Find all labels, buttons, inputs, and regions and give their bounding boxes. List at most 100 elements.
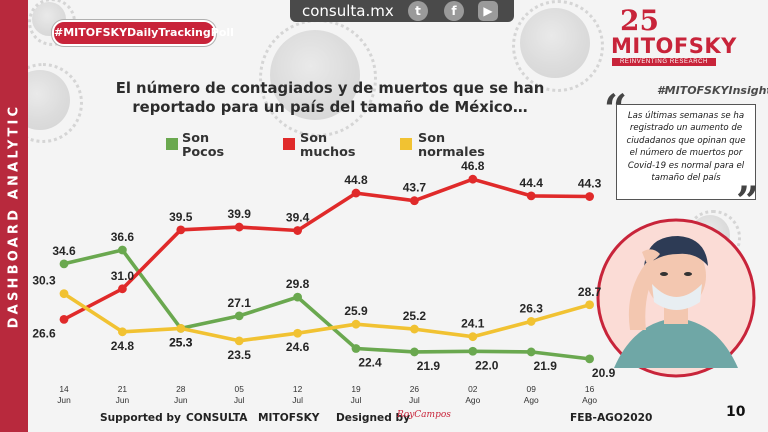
brand-logo: MITOFSKY	[611, 34, 737, 58]
site-link[interactable]: consulta.mx	[302, 2, 394, 20]
x-tick-day: 26	[410, 384, 420, 394]
data-point-muchos	[585, 192, 594, 201]
data-label-pocos: 21.9	[534, 359, 558, 373]
close-quote-icon: ”	[736, 178, 760, 225]
data-point-muchos	[351, 188, 361, 198]
x-tick-month: Jul	[409, 395, 420, 405]
youtube-icon[interactable]: ▶	[478, 1, 498, 21]
supported-by-label: Supported by	[100, 412, 181, 424]
data-point-muchos	[118, 284, 127, 294]
twitter-icon[interactable]: t	[408, 1, 428, 21]
data-point-normales	[176, 323, 186, 333]
insight-box: Las últimas semanas se ha registrado un …	[616, 104, 756, 200]
daily-tracking-poll-badge: #MITOFSKYDailyTrackingPoll	[52, 20, 234, 46]
x-tick-month: Jul	[351, 395, 362, 405]
data-label-normales: 23.5	[228, 348, 252, 362]
period-label: FEB-AGO2020	[570, 412, 653, 424]
insight-tag: #MITOFSKYInsight	[657, 84, 768, 97]
data-label-normales: 30.3	[32, 274, 56, 288]
data-point-normales	[468, 332, 478, 342]
data-point-normales	[526, 317, 536, 326]
data-label-muchos: 44.3	[578, 177, 602, 191]
data-label-pocos: 36.6	[111, 230, 135, 244]
data-label-muchos: 39.9	[228, 207, 252, 221]
data-label-pocos: 22.0	[475, 358, 499, 372]
legend-swatch-normales	[400, 138, 412, 150]
legend-label-line: Pocos	[182, 145, 225, 160]
data-point-normales	[293, 328, 302, 338]
data-point-normales	[234, 336, 244, 346]
data-point-pocos	[351, 344, 361, 353]
data-label-muchos: 39.5	[169, 210, 193, 224]
x-tick-month: Ago	[582, 395, 597, 405]
virus-decoration	[259, 19, 377, 137]
data-label-pocos: 27.1	[228, 296, 252, 310]
data-point-pocos	[234, 311, 244, 321]
data-label-pocos: 20.9	[592, 366, 616, 380]
legend-label-line: Son	[300, 131, 328, 146]
data-label-muchos: 46.8	[461, 159, 485, 173]
data-point-pocos	[526, 347, 536, 357]
data-point-muchos	[234, 222, 244, 232]
insight-text: Las últimas semanas se ha registrado un …	[626, 111, 746, 184]
data-point-pocos	[410, 347, 419, 357]
data-point-normales	[410, 324, 419, 334]
data-label-normales: 25.9	[344, 304, 368, 318]
supporter-mitofsky: MITOFSKY	[258, 412, 320, 424]
data-label-pocos: 22.4	[358, 355, 382, 369]
sidebar: DASHBOARD ANALYTIC	[0, 0, 28, 432]
x-tick-day: 21	[118, 384, 128, 394]
x-tick-month: Jun	[174, 395, 188, 405]
data-label-normales: 26.3	[520, 301, 544, 315]
designer-signature: RoyCampos	[397, 410, 451, 420]
legend-label-line: Son	[182, 131, 210, 146]
data-label-pocos: 29.8	[286, 277, 310, 291]
data-label-normales: 24.6	[286, 340, 310, 354]
data-label-normales: 28.7	[578, 285, 602, 299]
data-point-normales	[59, 289, 69, 299]
x-tick-month: Ago	[524, 395, 539, 405]
data-point-normales	[585, 300, 594, 310]
virus-decoration	[511, 0, 605, 93]
x-tick-month: Jun	[116, 395, 130, 405]
x-tick-month: Jun	[57, 395, 71, 405]
series-line-pocos	[63, 248, 590, 361]
legend-label-line: Son	[418, 131, 446, 146]
legend-label-normales: Son normales	[418, 132, 485, 160]
series-line-muchos	[63, 177, 590, 321]
data-label-muchos: 31.0	[111, 269, 135, 283]
legend-label-muchos: Son muchos	[300, 132, 356, 160]
legend-swatch-pocos	[166, 138, 178, 150]
data-label-muchos: 44.8	[344, 173, 368, 187]
data-label-muchos: 39.4	[286, 211, 310, 225]
data-point-muchos	[176, 225, 186, 235]
data-label-muchos: 44.4	[520, 176, 544, 190]
legend-label-line: muchos	[300, 145, 356, 160]
data-label-pocos: 21.9	[417, 359, 441, 373]
x-tick-day: 19	[351, 384, 361, 394]
x-tick-day: 16	[585, 384, 595, 394]
x-tick-day: 02	[468, 384, 478, 394]
data-label-normales: 24.1	[461, 317, 485, 331]
data-point-muchos	[59, 314, 69, 324]
data-label-muchos: 26.6	[32, 326, 56, 340]
data-point-pocos	[59, 259, 69, 269]
data-point-pocos	[468, 346, 478, 356]
data-label-normales: 25.3	[169, 335, 193, 349]
data-label-normales: 25.2	[403, 309, 427, 323]
data-point-normales	[118, 327, 127, 337]
brand-tagline: REINVENTING RESEARCH	[612, 58, 716, 66]
anniversary-number: 25	[620, 4, 659, 37]
x-tick-month: Jul	[234, 395, 245, 405]
x-tick-day: 28	[176, 384, 186, 394]
data-point-pocos	[293, 292, 302, 302]
x-tick-day: 14	[59, 384, 69, 394]
facebook-icon[interactable]: f	[444, 1, 464, 21]
x-tick-day: 05	[235, 384, 245, 394]
x-tick-month: Jul	[292, 395, 303, 405]
data-point-muchos	[410, 196, 419, 206]
top-bar: consulta.mx t f ▶	[290, 0, 514, 22]
data-point-normales	[351, 319, 361, 329]
